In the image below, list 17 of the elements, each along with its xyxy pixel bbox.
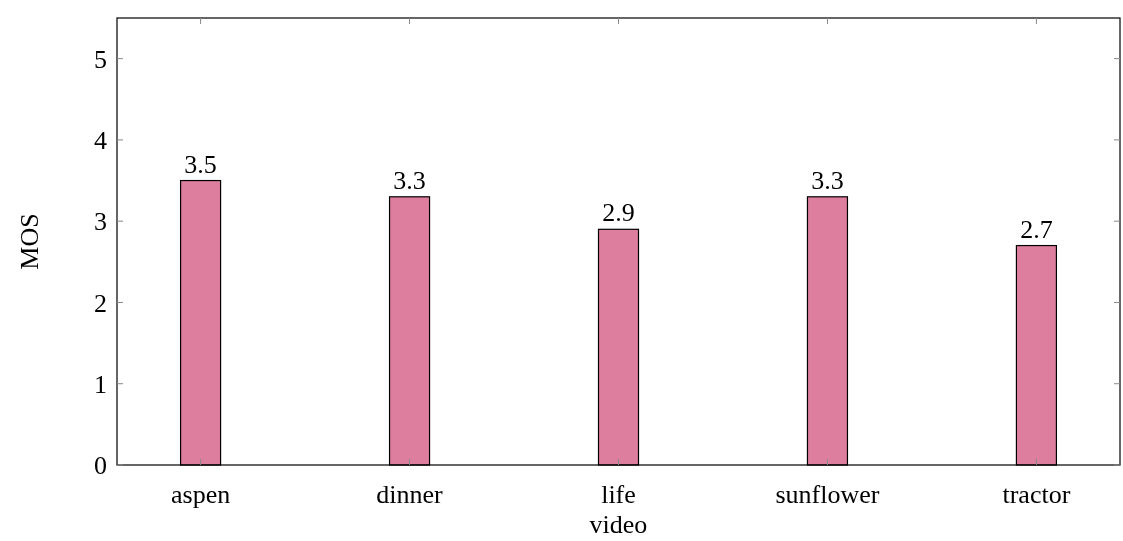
data-label: 2.9 xyxy=(602,198,635,228)
x-tick-label: life video xyxy=(589,480,648,539)
data-label: 3.5 xyxy=(184,149,217,179)
y-tick-label: 2 xyxy=(94,288,107,318)
x-tick-label: tractor xyxy=(1002,480,1071,509)
data-label: 3.3 xyxy=(393,165,426,195)
data-label: 3.3 xyxy=(811,165,844,195)
x-tick-label: dinner xyxy=(376,480,444,509)
y-tick-label: 3 xyxy=(94,207,107,237)
data-label: 2.7 xyxy=(1020,214,1053,244)
y-tick-label: 1 xyxy=(94,369,107,399)
y-tick-label: 4 xyxy=(94,126,107,156)
x-tick-label: aspen xyxy=(170,480,231,509)
y-axis-title: MOS xyxy=(15,213,44,270)
y-tick-label: 0 xyxy=(94,451,107,481)
y-tick-label: 5 xyxy=(94,44,107,74)
x-tick-label: sunflower xyxy=(775,480,880,509)
